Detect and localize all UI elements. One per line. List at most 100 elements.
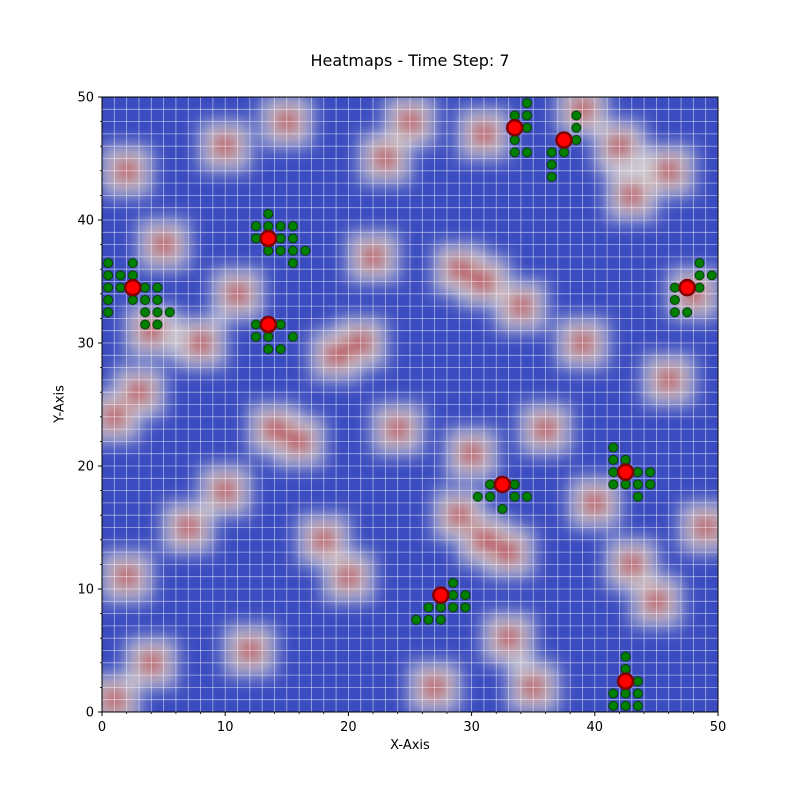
x-tick-label: 0 bbox=[98, 720, 106, 735]
trail-point bbox=[694, 282, 705, 293]
trail-point bbox=[152, 319, 163, 330]
trail-point bbox=[448, 577, 459, 588]
trail-point bbox=[522, 110, 533, 121]
y-tick-label: 50 bbox=[77, 91, 94, 106]
trail-point bbox=[632, 700, 643, 711]
trail-point bbox=[251, 331, 261, 342]
trail-point bbox=[140, 282, 151, 293]
trail-point bbox=[632, 467, 643, 478]
trail-point bbox=[620, 651, 631, 662]
trail-point bbox=[620, 454, 631, 465]
trail-point bbox=[706, 270, 717, 281]
trail-point bbox=[509, 479, 520, 490]
x-axis-label: X-Axis bbox=[390, 738, 430, 753]
y-axis-ticks: 0 10 20 30 40 50 bbox=[77, 91, 102, 721]
trail-point bbox=[522, 98, 533, 109]
trail-point bbox=[632, 688, 643, 699]
trail-point bbox=[275, 233, 286, 244]
y-tick-label: 20 bbox=[77, 460, 94, 475]
trail-point bbox=[263, 344, 274, 355]
trail-point bbox=[103, 270, 114, 281]
trail-point bbox=[103, 258, 114, 269]
trail-point bbox=[546, 147, 557, 158]
trail-point bbox=[522, 147, 533, 158]
trail-point bbox=[287, 245, 298, 256]
trail-point bbox=[608, 700, 619, 711]
trail-point bbox=[115, 282, 126, 293]
trail-point bbox=[522, 491, 533, 502]
trail-point bbox=[509, 110, 520, 121]
x-tick-label: 40 bbox=[587, 720, 604, 735]
y-tick-label: 30 bbox=[77, 337, 94, 352]
trail-point bbox=[115, 270, 126, 281]
trail-point bbox=[669, 294, 680, 305]
x-tick-label: 30 bbox=[463, 720, 480, 735]
trail-point bbox=[669, 307, 680, 318]
agent-point bbox=[678, 278, 696, 297]
trail-point bbox=[620, 700, 631, 711]
trail-point bbox=[522, 122, 533, 133]
trail-point bbox=[485, 491, 496, 502]
trail-point bbox=[448, 602, 459, 613]
trail-point bbox=[275, 344, 286, 355]
x-tick-label: 10 bbox=[217, 720, 234, 735]
trail-point bbox=[423, 614, 434, 625]
agent-point bbox=[505, 119, 524, 137]
trail-point bbox=[632, 479, 643, 490]
trail-point bbox=[608, 467, 619, 478]
trail-point bbox=[620, 688, 631, 699]
trail-point bbox=[287, 331, 298, 342]
agent-point bbox=[616, 463, 635, 481]
trail-point bbox=[620, 479, 631, 490]
trail-point bbox=[460, 590, 471, 601]
trail-point bbox=[460, 602, 471, 613]
trail-point bbox=[251, 221, 261, 232]
trail-point bbox=[682, 307, 693, 318]
trail-point bbox=[435, 602, 446, 613]
trail-point bbox=[263, 221, 274, 232]
grid-lines bbox=[102, 97, 718, 712]
trail-point bbox=[694, 270, 705, 281]
chart-title: Heatmaps - Time Step: 7 bbox=[310, 51, 510, 70]
trail-point bbox=[287, 233, 298, 244]
trail-point bbox=[152, 294, 163, 305]
trail-point bbox=[263, 245, 274, 256]
trail-point bbox=[103, 294, 114, 305]
trail-point bbox=[435, 614, 446, 625]
trail-point bbox=[509, 135, 520, 146]
trail-point bbox=[571, 135, 582, 146]
trail-point bbox=[152, 307, 163, 318]
trail-point bbox=[411, 614, 422, 625]
trail-point bbox=[645, 467, 656, 478]
y-tick-label: 40 bbox=[77, 214, 94, 229]
trail-point bbox=[152, 282, 163, 293]
trail-point bbox=[103, 282, 114, 293]
agent-point bbox=[259, 315, 278, 334]
trail-point bbox=[546, 159, 557, 170]
trail-point bbox=[694, 258, 705, 269]
trail-point bbox=[251, 233, 261, 244]
trail-point bbox=[287, 258, 298, 269]
trail-point bbox=[497, 504, 508, 515]
trail-point bbox=[251, 319, 261, 330]
trail-point bbox=[559, 147, 569, 158]
trail-point bbox=[263, 331, 274, 342]
trail-point bbox=[287, 221, 298, 232]
trail-point bbox=[571, 110, 582, 121]
x-tick-label: 20 bbox=[340, 720, 357, 735]
trail-point bbox=[448, 590, 459, 601]
trail-point bbox=[509, 147, 520, 158]
trail-point bbox=[485, 479, 496, 490]
y-axis-label: Y-Axis bbox=[52, 385, 68, 423]
trail-point bbox=[275, 245, 286, 256]
trail-point bbox=[127, 294, 138, 305]
trail-point bbox=[423, 602, 434, 613]
agent-point bbox=[555, 131, 573, 149]
agent-markers bbox=[124, 119, 696, 690]
y-tick-label: 10 bbox=[77, 583, 94, 598]
x-tick-label: 50 bbox=[710, 720, 727, 735]
trail-point bbox=[620, 663, 631, 674]
agent-point bbox=[493, 475, 512, 494]
agent-point bbox=[124, 278, 142, 297]
